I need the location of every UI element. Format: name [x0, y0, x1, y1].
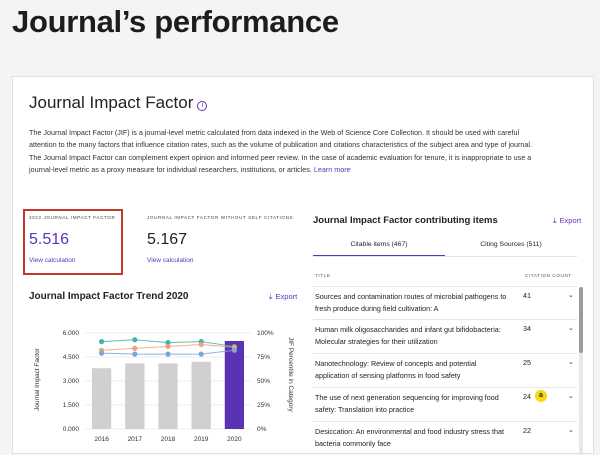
tab-citable-items[interactable]: Citable items (467) [313, 239, 445, 257]
percentile-point [165, 340, 171, 346]
row-title[interactable]: Nanotechnology: Review of concepts and p… [315, 359, 477, 380]
percentile-point [198, 351, 204, 357]
jif-view-calculation-link[interactable]: View calculation [29, 257, 76, 264]
bar-2020 [224, 341, 245, 429]
column-header-title[interactable]: TITLE [315, 273, 331, 278]
row-title[interactable]: Desiccation: An environmental and food i… [315, 427, 504, 448]
table-row[interactable]: Desiccation: An environmental and food i… [313, 421, 577, 451]
percentile-point [198, 341, 204, 348]
trend-export-label: Export [275, 292, 298, 301]
download-icon: ⤓ [553, 216, 557, 225]
bar-2018 [158, 363, 178, 429]
y-tick-label: 3.000 [63, 378, 80, 385]
chevron-down-icon[interactable]: ⌄ [568, 393, 574, 400]
percentile-point [99, 339, 105, 345]
row-count: 34 [523, 324, 531, 333]
y2-tick-label: 50% [257, 378, 270, 385]
percentile-point [132, 337, 138, 343]
y2-tick-label: 75% [257, 354, 270, 361]
x-tick-label: 2016 [94, 436, 109, 443]
y2-tick-label: 0% [257, 426, 267, 433]
y-tick-label: 4.500 [63, 354, 80, 361]
percentile-point [132, 351, 138, 357]
percentile-point [99, 350, 105, 356]
y-tick-label: 6.000 [63, 330, 80, 337]
row-count: 41 [523, 291, 531, 300]
bar-2016 [91, 368, 112, 429]
percentile-point [165, 343, 171, 350]
jif-label: 2022 JOURNAL IMPACT FACTOR [29, 215, 116, 220]
table-row[interactable]: Sources and contamination routes of micr… [313, 286, 577, 316]
row-count: 24 [523, 392, 531, 401]
y2-tick-label: 100% [257, 330, 274, 337]
table-row[interactable]: Human milk oligosaccharides and infant g… [313, 319, 577, 349]
chevron-down-icon[interactable]: ⌄ [568, 427, 574, 434]
description-text: The Journal Impact Factor (JIF) is a jou… [29, 128, 533, 174]
chevron-down-icon[interactable]: ⌄ [568, 325, 574, 332]
trend-chart: 0.000 1.500 3.000 4.500 6.000 0% 25% 50% 75% 100%… [34, 330, 294, 443]
section-title: Journal Impact Factor i [29, 93, 208, 113]
x-tick-label: 2019 [194, 436, 209, 443]
contributing-export-label: Export [559, 216, 582, 225]
jif-no-self-label: JOURNAL IMPACT FACTOR WITHOUT SELF CITAT… [147, 215, 294, 220]
scrollbar-thumb[interactable] [579, 287, 583, 353]
tabs-divider [313, 256, 577, 257]
percentile-point [231, 347, 237, 353]
chevron-down-icon[interactable]: ⌄ [568, 359, 574, 366]
row-title[interactable]: Sources and contamination routes of micr… [315, 292, 507, 313]
column-header-citation-count[interactable]: CITATION COUNT [525, 273, 572, 278]
contributing-title: Journal Impact Factor contributing items [313, 215, 498, 226]
percentile-point [132, 345, 138, 351]
jif-no-self-view-calculation-link[interactable]: View calculation [147, 257, 194, 264]
jif-value: 5.516 [29, 231, 70, 248]
percentile-point [165, 351, 171, 357]
x-tick-label: 2017 [128, 436, 143, 443]
x-tick-label: 2018 [161, 436, 176, 443]
jif-description: The Journal Impact Factor (JIF) is a jou… [29, 127, 541, 176]
table-scrollbar[interactable] [579, 287, 583, 455]
bar-2019 [191, 361, 211, 429]
info-icon[interactable]: i [197, 101, 208, 111]
y2-axis-label: JIF Percentile in Category [287, 337, 294, 413]
y-tick-label: 1.500 [63, 402, 80, 409]
section-title-text: Journal Impact Factor [29, 93, 194, 112]
jif-no-self-value: 5.167 [147, 231, 188, 248]
jif-card: Journal Impact Factor i The Journal Impac… [12, 76, 594, 455]
trend-title: Journal Impact Factor Trend 2020 [29, 291, 189, 302]
x-tick-label: 2020 [227, 436, 242, 443]
chevron-down-icon[interactable]: ⌄ [568, 292, 574, 299]
trend-export-button[interactable]: ⤓ Export [269, 292, 297, 302]
row-title[interactable]: The use of next generation sequencing fo… [315, 393, 499, 414]
y2-tick-label: 25% [257, 402, 270, 409]
altmetric-icon[interactable]: a [535, 390, 547, 402]
row-count: 25 [523, 358, 531, 367]
y-tick-label: 0.000 [63, 426, 80, 433]
learn-more-link[interactable]: Learn more [313, 164, 351, 174]
download-icon: ⤓ [269, 292, 273, 301]
contributing-export-button[interactable]: ⤓ Export [553, 216, 581, 226]
jif-highlight-box [23, 209, 123, 275]
table-row[interactable]: Nanotechnology: Review of concepts and p… [313, 353, 577, 383]
table-row[interactable]: The use of next generation sequencing fo… [313, 387, 577, 417]
row-title[interactable]: Human milk oligosaccharides and infant g… [315, 325, 501, 346]
page-title: Journal’s performance [12, 4, 339, 39]
row-count: 22 [523, 426, 531, 435]
bar-2017 [125, 363, 145, 429]
y-axis-label: Journal Impact Factor [34, 347, 41, 411]
tab-citing-sources[interactable]: Citing Sources (511) [480, 241, 542, 248]
